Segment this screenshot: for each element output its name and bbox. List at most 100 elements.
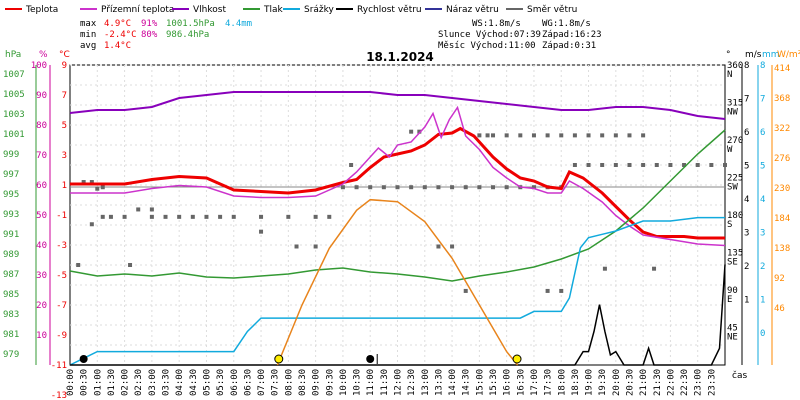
x-tick-label: 08:00 [284, 369, 294, 396]
wind-direction-point [491, 133, 496, 138]
moonrise-marker [366, 355, 375, 363]
x-tick-label: 05:30 [216, 369, 226, 396]
series-line [70, 264, 726, 366]
wind-direction-point [259, 214, 264, 219]
wind-direction-point [436, 244, 441, 249]
legend-item: Vlhkost [172, 5, 226, 15]
legend-label: Rychlost větru [357, 5, 422, 15]
wind-direction-point [559, 133, 564, 138]
x-tick-label: 10:00 [339, 369, 349, 396]
wind-direction-point [627, 133, 632, 138]
wm2-tick-label: 368 [774, 94, 790, 104]
wind-direction-point [450, 185, 455, 190]
stats-block: max 4.9°C 91% 1001.5hPa 4.4mm min -2.4°C… [80, 19, 602, 51]
wm2-tick-label: 92 [774, 274, 785, 284]
axis-ms-label: m/s [745, 50, 762, 60]
wind-direction-point [518, 133, 523, 138]
x-tick-label: 02:30 [134, 369, 144, 396]
x-tick-label: 20:30 [625, 369, 635, 396]
degc-tick-label: 1 [62, 181, 67, 191]
stat-avg-temp: 1.4°C [104, 41, 131, 51]
wind-direction-point [559, 288, 564, 293]
wind-direction-point [409, 129, 414, 134]
wind-direction-point [668, 163, 673, 167]
wind-direction-point [349, 163, 354, 167]
ms-tick-label: 8 [744, 61, 749, 71]
wind-direction-point [218, 214, 223, 219]
deg-direction-label: W [727, 145, 733, 155]
stat-avg-label: avg [80, 41, 96, 51]
wind-direction-point [313, 244, 318, 249]
wind-direction-point [545, 133, 550, 138]
x-tick-label: 22:30 [680, 369, 690, 396]
wind-direction-point [504, 133, 509, 138]
wind-direction-point [417, 129, 422, 134]
degc-tick-label: -7 [56, 301, 67, 311]
wind-direction-point [231, 214, 236, 219]
legend-item: Teplota [5, 5, 58, 15]
wind-direction-point [163, 214, 168, 219]
astro-markers [79, 354, 522, 364]
wind-direction-point [572, 133, 577, 138]
pct-tick-label: 40 [36, 241, 47, 251]
wind-direction-point [641, 133, 646, 138]
axis-pct-label: % [39, 50, 48, 60]
wind-direction-point [313, 214, 318, 219]
x-tick-label: 18:00 [557, 369, 567, 396]
wm2-tick-label: 276 [774, 154, 790, 164]
x-tick-label: 09:30 [325, 369, 335, 396]
legend-item: Přízemní teplota [80, 5, 174, 15]
x-tick-label: 17:30 [544, 369, 554, 396]
deg-direction-label: NW [727, 108, 738, 118]
degc-tick-label: -9 [56, 331, 67, 341]
hpa-tick-label: 1007 [3, 70, 25, 80]
series-line [276, 198, 519, 366]
wind-direction-point [128, 263, 133, 267]
wind-direction-point [463, 185, 468, 190]
pct-tick-label: 50 [36, 211, 47, 221]
axis-x-unit: čas [732, 370, 747, 381]
stat-sunrise: Slunce Východ:07:39 [438, 30, 541, 40]
wind-direction-point [286, 214, 291, 219]
x-tick-label: 17:00 [530, 369, 540, 396]
x-tick-label: 02:00 [121, 369, 131, 396]
wm2-tick-label: 414 [774, 64, 790, 74]
series-line [70, 126, 725, 240]
stat-sunset: Západ:16:23 [542, 30, 602, 40]
wind-direction-point [641, 163, 646, 167]
x-tick-label: 07:00 [257, 369, 267, 396]
series-line [69, 216, 725, 366]
wind-direction-point [95, 186, 100, 191]
x-tick-label: 12:00 [394, 369, 404, 396]
stat-min-press: 986.4hPa [166, 30, 209, 40]
wind-direction-point [422, 185, 427, 190]
hpa-tick-label: 979 [3, 350, 19, 360]
x-tick-label: 15:00 [475, 369, 485, 396]
wind-direction-point [695, 163, 700, 167]
ms-tick-label: 7 [744, 95, 749, 105]
stat-max-label: max [80, 19, 97, 29]
wind-direction-point [100, 185, 105, 190]
wind-direction-point [602, 266, 607, 271]
legend-label: Teplota [25, 5, 58, 15]
axis-deg-label: ° [726, 50, 731, 60]
wind-direction-point [149, 214, 154, 219]
wind-direction-point [586, 163, 591, 167]
x-tick-label: 00:00 [66, 369, 76, 396]
wind-direction-point [436, 185, 441, 190]
wm2-tick-label: 138 [774, 244, 790, 254]
x-tick-label: 14:00 [448, 369, 458, 396]
hpa-tick-label: 999 [3, 150, 19, 160]
wind-direction-point [340, 185, 345, 190]
wind-direction-point [190, 214, 195, 219]
wind-direction-point [485, 133, 490, 138]
deg-direction-label: SW [727, 183, 738, 193]
ms-tick-label: 6 [744, 128, 749, 138]
hpa-tick-label: 993 [3, 210, 19, 220]
ms-tick-label: 1 [744, 296, 749, 306]
mm-tick-label: 6 [760, 128, 765, 138]
wind-direction-point [327, 214, 332, 219]
x-tick-label: 01:00 [93, 369, 103, 396]
legend-label: Tlak [263, 5, 284, 15]
pct-tick-label: 10 [36, 331, 47, 341]
